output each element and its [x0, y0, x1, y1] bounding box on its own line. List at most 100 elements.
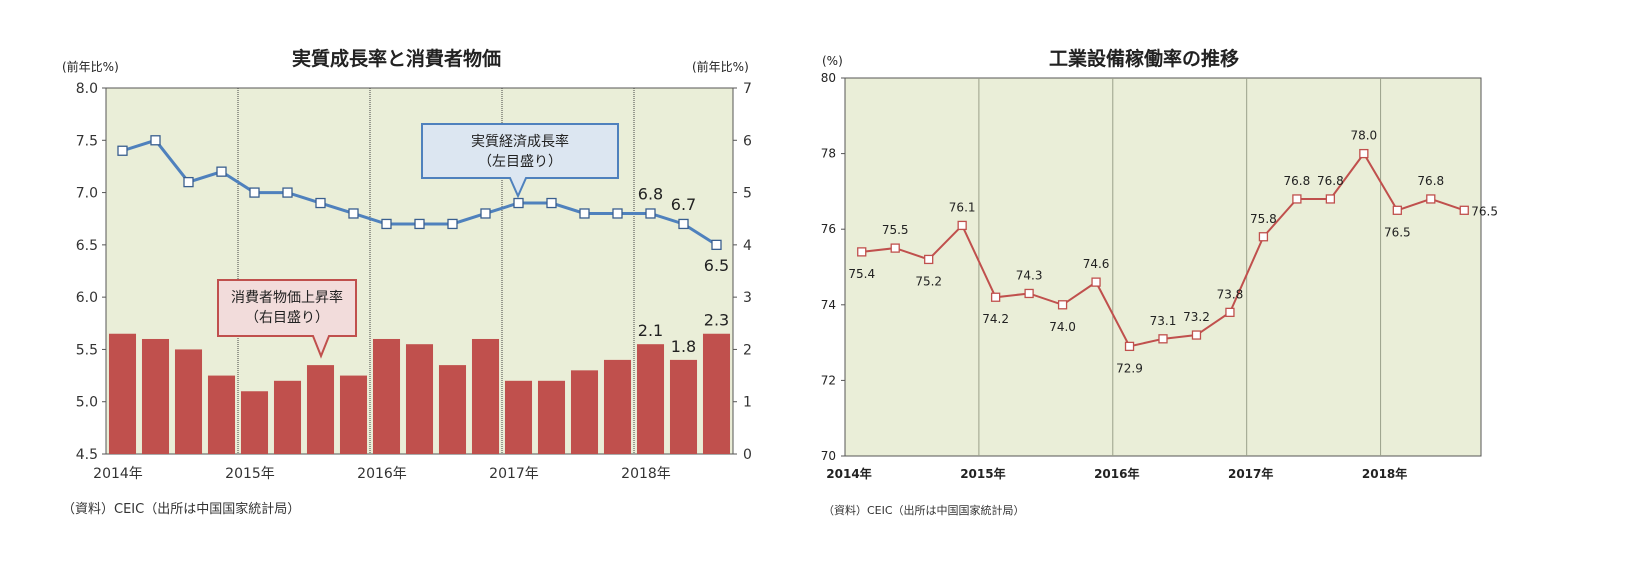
cpi-bar [669, 359, 698, 454]
utilization-point [924, 254, 934, 265]
utilization-point [1225, 307, 1235, 318]
gdp-growth-point [183, 176, 194, 188]
gdp-growth-point [612, 208, 623, 219]
utilization-point [990, 292, 1001, 302]
y-left-tick-label: 6.0 [76, 290, 98, 306]
chart-title: 実質成長率と消費者物価 [292, 48, 502, 70]
capacity-utilization-plot: 80 78 76 74 72 70 2014年 2015年 2016年 2017年 2018年 75.… [821, 71, 1498, 481]
x-tick-label: 2015年 [960, 466, 1005, 481]
utilization-point [890, 243, 900, 253]
x-tick-label: 2014年 [826, 466, 871, 481]
utilization-point [1124, 341, 1135, 352]
utilization-point [1459, 205, 1469, 215]
x-tick-label: 2015年 [225, 466, 275, 482]
data-label: 76.8 [1417, 174, 1444, 188]
cpi-bar [570, 370, 599, 454]
data-label: 6.8 [638, 184, 663, 203]
growth-cpi-chart: 実質成長率と消費者物価 (前年比%) (前年比%) 8.0 7.5 7.0 6.5 6.… [0, 0, 810, 573]
gdp-growth-point [513, 197, 524, 209]
data-label: 74.0 [1049, 320, 1076, 334]
x-tick-label: 2017年 [1228, 466, 1273, 481]
gdp-growth-point [645, 208, 656, 219]
cpi-bar [174, 349, 203, 454]
data-label: 73.8 [1217, 287, 1244, 301]
cpi-bar [603, 359, 632, 454]
y-left-tick-label: 6.5 [76, 238, 98, 254]
gdp-growth-point [216, 166, 227, 177]
gdp-growth-point [480, 208, 491, 219]
data-label: 76.1 [949, 200, 976, 214]
gdp-growth-point [381, 218, 392, 230]
cpi-bar [702, 333, 731, 454]
data-label: 74.3 [1016, 268, 1043, 282]
y-right-tick-label: 6 [743, 133, 752, 149]
y-tick-label: 74 [821, 298, 836, 312]
source-note: （資料）CEIC（出所は中国国家統計局） [62, 502, 301, 517]
utilization-point [1325, 194, 1336, 204]
data-label: 6.5 [704, 256, 729, 275]
capacity-utilization-chart: 工業設備稼働率の推移 (%) 80 78 76 74 72 70 2014年 2015年 201… [821, 0, 1635, 573]
cpi-bar [504, 380, 533, 454]
y-tick-label: 78 [821, 147, 836, 161]
cpi-bar [306, 365, 335, 454]
gdp-growth-point [678, 218, 689, 230]
utilization-point [1392, 205, 1402, 215]
callout-text: 実質経済成長率 [471, 133, 569, 150]
gdp-growth-point [315, 197, 326, 209]
cpi-bar [207, 375, 236, 454]
callout-text: 消費者物価上昇率 [231, 289, 343, 306]
data-label: 78.0 [1350, 129, 1377, 143]
y-right-tick-label: 7 [743, 81, 752, 97]
cpi-bar [339, 375, 368, 454]
cpi-bar [240, 391, 269, 454]
series-callout: 消費者物価上昇率 （右目盛り） [217, 279, 357, 359]
data-label: 2.3 [704, 311, 729, 330]
y-right-tick-label: 2 [743, 342, 752, 358]
callout-text: （左目盛り） [478, 154, 562, 170]
utilization-point [1258, 232, 1269, 242]
growth-cpi-plot: 8.0 7.5 7.0 6.5 6.0 5.5 5.0 4.5 7 6 5 4 3 2 1 0 2014年 201… [76, 81, 752, 482]
y-tick-label: 80 [821, 71, 836, 85]
chart-title: 工業設備稼働率の推移 [1049, 48, 1240, 70]
data-label: 73.2 [1183, 310, 1210, 324]
y-left-tick-label: 4.5 [76, 447, 98, 463]
data-label: 76.8 [1317, 174, 1344, 188]
utilization-point [1158, 334, 1168, 344]
gdp-growth-point [447, 218, 458, 230]
utilization-point [1426, 194, 1436, 204]
y-axis-unit: (%) [822, 54, 843, 68]
utilization-point [1292, 194, 1302, 204]
gdp-growth-point [150, 135, 161, 146]
y-left-tick-label: 7.0 [76, 186, 98, 202]
utilization-point [1191, 330, 1202, 340]
y-tick-label: 72 [821, 373, 836, 387]
data-label: 74.6 [1083, 257, 1110, 271]
y-right-tick-label: 3 [743, 290, 752, 306]
data-label: 74.2 [982, 312, 1009, 326]
callout-box [421, 123, 619, 199]
y-left-tick-label: 7.5 [76, 133, 98, 149]
data-label: 75.2 [915, 274, 942, 288]
utilization-point [1024, 288, 1034, 299]
data-label: 75.4 [848, 267, 875, 281]
right-axis-unit: (前年比%) [692, 60, 749, 74]
source-note: （資料）CEIC（出所は中国国家統計局） [823, 504, 1025, 517]
y-right-tick-label: 0 [743, 447, 752, 463]
callout-text: （右目盛り） [245, 310, 329, 326]
gdp-growth-point [348, 208, 359, 219]
cpi-bar [537, 380, 566, 454]
data-label: 73.1 [1150, 314, 1177, 328]
cpi-bar [438, 365, 467, 454]
cpi-bar [471, 338, 500, 454]
x-tick-label: 2018年 [1362, 466, 1407, 481]
x-tick-label: 2014年 [93, 466, 143, 482]
y-left-tick-label: 5.5 [76, 342, 98, 358]
y-left-tick-label: 8.0 [76, 81, 98, 97]
left-axis-unit: (前年比%) [62, 60, 119, 74]
gdp-growth-point [546, 197, 557, 209]
y-right-tick-label: 5 [743, 186, 752, 202]
y-left-tick-label: 5.0 [76, 395, 98, 411]
cpi-bar [141, 338, 170, 454]
gdp-growth-point [117, 145, 128, 156]
utilization-point [1091, 277, 1101, 287]
